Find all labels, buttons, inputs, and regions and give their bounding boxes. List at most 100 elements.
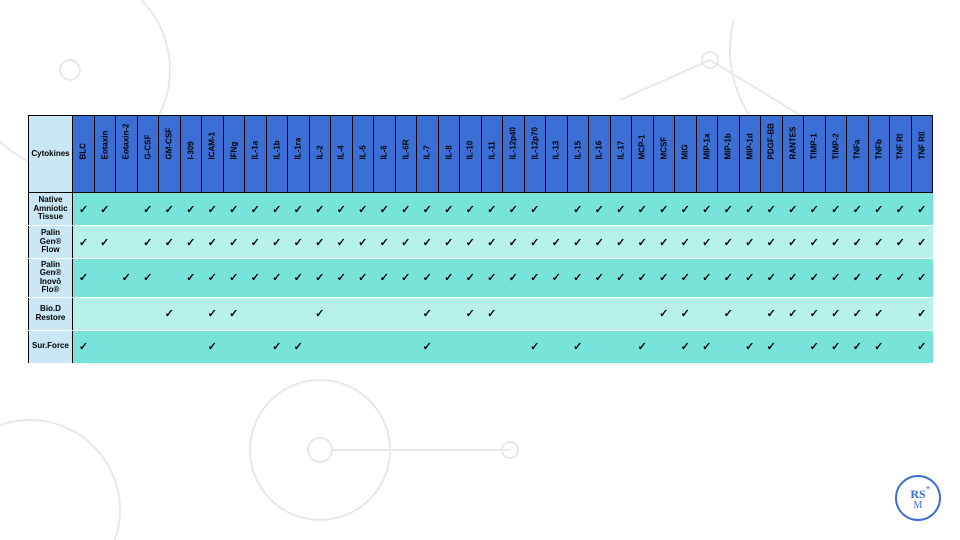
col-header-label: IL-16 bbox=[595, 149, 604, 159]
col-header: TIMP-1 bbox=[804, 116, 826, 193]
check-icon bbox=[745, 341, 754, 353]
data-cell bbox=[503, 330, 525, 363]
check-icon bbox=[917, 237, 926, 249]
check-icon bbox=[681, 341, 690, 353]
col-header-label: ICAM-1 bbox=[208, 149, 217, 159]
check-icon bbox=[638, 272, 647, 284]
data-cell bbox=[331, 193, 353, 226]
check-icon bbox=[788, 272, 797, 284]
check-icon bbox=[229, 272, 238, 284]
col-header-label: IL-12p40 bbox=[509, 149, 518, 159]
col-header-label: G-CSF bbox=[143, 149, 152, 159]
data-cell bbox=[847, 193, 869, 226]
data-cell bbox=[374, 226, 396, 259]
check-icon bbox=[466, 204, 475, 216]
row-label: Native Amniotic Tissue bbox=[29, 193, 73, 226]
col-header: Eotaxin-2 bbox=[116, 116, 138, 193]
check-icon bbox=[444, 237, 453, 249]
check-icon bbox=[208, 341, 217, 353]
col-header: Eotaxin bbox=[94, 116, 116, 193]
check-icon bbox=[788, 308, 797, 320]
check-icon bbox=[681, 308, 690, 320]
data-cell bbox=[567, 259, 589, 298]
data-cell bbox=[180, 259, 202, 298]
check-icon bbox=[917, 204, 926, 216]
check-icon bbox=[767, 341, 776, 353]
check-icon bbox=[487, 308, 496, 320]
data-cell bbox=[524, 193, 546, 226]
check-icon bbox=[423, 237, 432, 249]
data-cell bbox=[782, 330, 804, 363]
col-header: IFNg bbox=[223, 116, 245, 193]
check-icon bbox=[767, 308, 776, 320]
check-icon bbox=[294, 204, 303, 216]
col-header: TIMP-2 bbox=[825, 116, 847, 193]
data-cell bbox=[632, 226, 654, 259]
data-cell bbox=[352, 193, 374, 226]
check-icon bbox=[208, 237, 217, 249]
data-cell bbox=[331, 297, 353, 330]
col-header: IL-6 bbox=[374, 116, 396, 193]
data-cell bbox=[223, 193, 245, 226]
check-icon bbox=[143, 272, 152, 284]
check-icon bbox=[423, 341, 432, 353]
data-cell bbox=[116, 259, 138, 298]
data-cell bbox=[288, 297, 310, 330]
check-icon bbox=[423, 308, 432, 320]
data-cell bbox=[524, 226, 546, 259]
data-cell bbox=[890, 259, 912, 298]
check-icon bbox=[208, 308, 217, 320]
col-header-label: IL-8 bbox=[444, 149, 453, 159]
check-icon bbox=[487, 204, 496, 216]
check-icon bbox=[315, 237, 324, 249]
col-header-label: IL-4 bbox=[337, 149, 346, 159]
data-cell bbox=[761, 330, 783, 363]
check-icon bbox=[724, 272, 733, 284]
data-cell bbox=[374, 330, 396, 363]
data-cell bbox=[847, 226, 869, 259]
data-cell bbox=[266, 297, 288, 330]
check-icon bbox=[100, 237, 109, 249]
data-cell bbox=[911, 297, 933, 330]
check-icon bbox=[724, 308, 733, 320]
data-cell bbox=[202, 226, 224, 259]
check-icon bbox=[681, 237, 690, 249]
check-icon bbox=[745, 204, 754, 216]
data-cell bbox=[374, 259, 396, 298]
data-cell bbox=[911, 330, 933, 363]
data-cell bbox=[567, 226, 589, 259]
data-cell bbox=[589, 330, 611, 363]
data-cell bbox=[868, 226, 890, 259]
check-icon bbox=[659, 204, 668, 216]
col-header-label: IL-12p70 bbox=[530, 149, 539, 159]
check-icon bbox=[294, 237, 303, 249]
data-cell bbox=[352, 226, 374, 259]
check-icon bbox=[444, 204, 453, 216]
check-icon bbox=[831, 204, 840, 216]
col-header: IL-1a bbox=[245, 116, 267, 193]
data-cell bbox=[245, 193, 267, 226]
check-icon bbox=[702, 237, 711, 249]
check-icon bbox=[767, 237, 776, 249]
row-label: Bio.D Restore bbox=[29, 297, 73, 330]
check-icon bbox=[79, 237, 88, 249]
data-cell bbox=[460, 226, 482, 259]
data-cell bbox=[653, 297, 675, 330]
col-header-label: I-309 bbox=[186, 149, 195, 159]
data-cell bbox=[524, 259, 546, 298]
check-icon bbox=[380, 237, 389, 249]
check-icon bbox=[831, 341, 840, 353]
data-cell bbox=[417, 330, 439, 363]
check-icon bbox=[659, 272, 668, 284]
col-header: ICAM-1 bbox=[202, 116, 224, 193]
data-cell bbox=[739, 226, 761, 259]
data-cell bbox=[804, 259, 826, 298]
check-icon bbox=[810, 272, 819, 284]
data-cell bbox=[804, 193, 826, 226]
data-cell bbox=[696, 330, 718, 363]
check-icon bbox=[401, 204, 410, 216]
check-icon bbox=[810, 341, 819, 353]
row-label: Sur.Force bbox=[29, 330, 73, 363]
check-icon bbox=[100, 204, 109, 216]
data-cell bbox=[352, 259, 374, 298]
